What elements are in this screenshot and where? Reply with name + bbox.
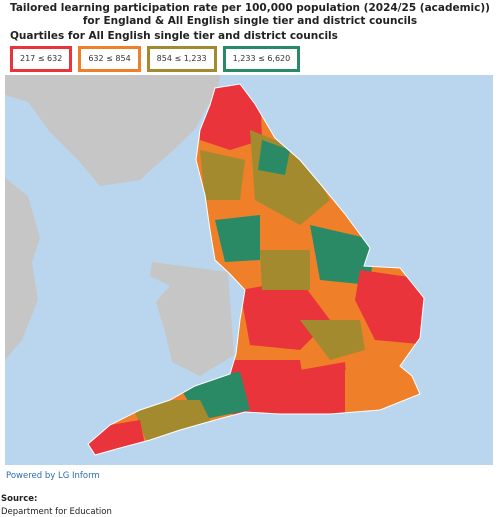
region	[200, 150, 245, 200]
region	[300, 320, 365, 360]
subtitle: Quartiles for All English single tier an…	[10, 30, 338, 42]
title: Tailored learning participation rate per…	[10, 2, 490, 27]
wales	[150, 262, 234, 376]
legend-item[interactable]: 854 ≤ 1,233	[146, 46, 217, 72]
england-regions	[88, 84, 424, 455]
england-outline	[87, 83, 425, 456]
region	[130, 400, 215, 450]
source: Department for Education	[1, 507, 112, 517]
region	[200, 84, 262, 150]
legend-item[interactable]: 632 ≤ 854	[78, 46, 141, 72]
region	[310, 225, 375, 285]
legend-item[interactable]: 1,233 ≤ 6,620	[222, 46, 301, 72]
region	[355, 270, 424, 345]
region	[300, 362, 350, 420]
source-label: Source:	[1, 494, 38, 504]
region	[260, 250, 310, 290]
legend-item[interactable]: 217 ≤ 632	[10, 46, 73, 72]
region	[258, 140, 290, 175]
region	[240, 280, 330, 350]
scotland	[5, 75, 220, 186]
powered-by-link[interactable]: Powered by LG Inform	[6, 471, 100, 481]
legend: 217 ≤ 632 632 ≤ 854 854 ≤ 1,233 1,233 ≤ 6,6…	[10, 46, 301, 72]
ireland	[5, 178, 40, 360]
map	[5, 75, 493, 465]
region	[215, 215, 260, 262]
